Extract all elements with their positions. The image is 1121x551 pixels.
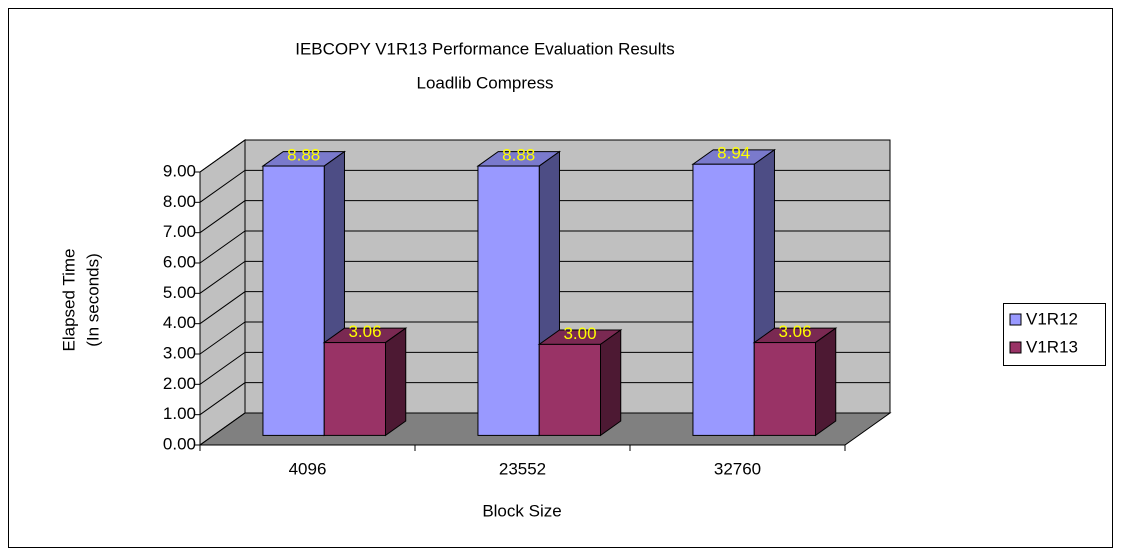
y-tick-label: 1.00: [163, 404, 196, 423]
y-axis-title: Elapsed Time: [59, 249, 78, 352]
bar-front: [262, 165, 325, 436]
y-tick-label: 7.00: [163, 222, 196, 241]
bar-front: [323, 342, 387, 436]
data-label: 3.06: [778, 322, 811, 341]
data-label: 3.06: [348, 322, 381, 341]
bar-side: [815, 327, 837, 437]
y-tick-label: 3.00: [163, 343, 196, 362]
grid-line: [199, 200, 890, 234]
x-tick-label: 4096: [289, 459, 327, 478]
chart-subtitle: Loadlib Compress: [416, 73, 553, 92]
grid-line: [199, 169, 890, 203]
legend-swatch: [1009, 313, 1022, 326]
bar: [752, 327, 838, 437]
grid-line: [199, 412, 890, 446]
y-tick-label: 4.00: [163, 313, 196, 332]
legend-swatch: [1009, 341, 1022, 354]
data-label: 3.00: [563, 324, 596, 343]
x-tick-label: 23552: [499, 459, 546, 478]
data-label: 8.94: [717, 144, 750, 163]
bar-side: [600, 329, 622, 437]
y-tick-label: 5.00: [163, 283, 196, 302]
y-tick-label: 2.00: [163, 374, 196, 393]
legend-label: V1R12: [1026, 309, 1078, 328]
legend-label: V1R13: [1026, 337, 1078, 356]
grid-line: [199, 260, 890, 294]
y-tick-label: 0.00: [163, 434, 196, 453]
bar-front: [538, 343, 601, 436]
data-label: 8.88: [502, 146, 535, 165]
chart-title: IEBCOPY V1R13 Performance Evaluation Res…: [295, 39, 675, 58]
y-tick-label: 6.00: [163, 252, 196, 271]
grid-line: [199, 351, 890, 385]
grid-line: [199, 230, 890, 264]
x-axis-title: Block Size: [482, 501, 561, 520]
grid-line: [199, 291, 890, 325]
bar: [537, 329, 623, 437]
x-tick-label: 32760: [714, 459, 761, 478]
bar-front: [477, 165, 540, 436]
y-axis-title: (In seconds): [83, 253, 102, 347]
grid-line: [199, 382, 890, 416]
bar-front: [753, 342, 816, 436]
bar-side: [385, 327, 407, 437]
y-tick-label: 9.00: [163, 161, 196, 180]
grid-line: [199, 139, 890, 173]
bar: [322, 327, 408, 437]
grid-line: [199, 321, 890, 355]
bar-front: [692, 163, 755, 436]
data-label: 8.88: [287, 146, 320, 165]
y-tick-label: 8.00: [163, 192, 196, 211]
